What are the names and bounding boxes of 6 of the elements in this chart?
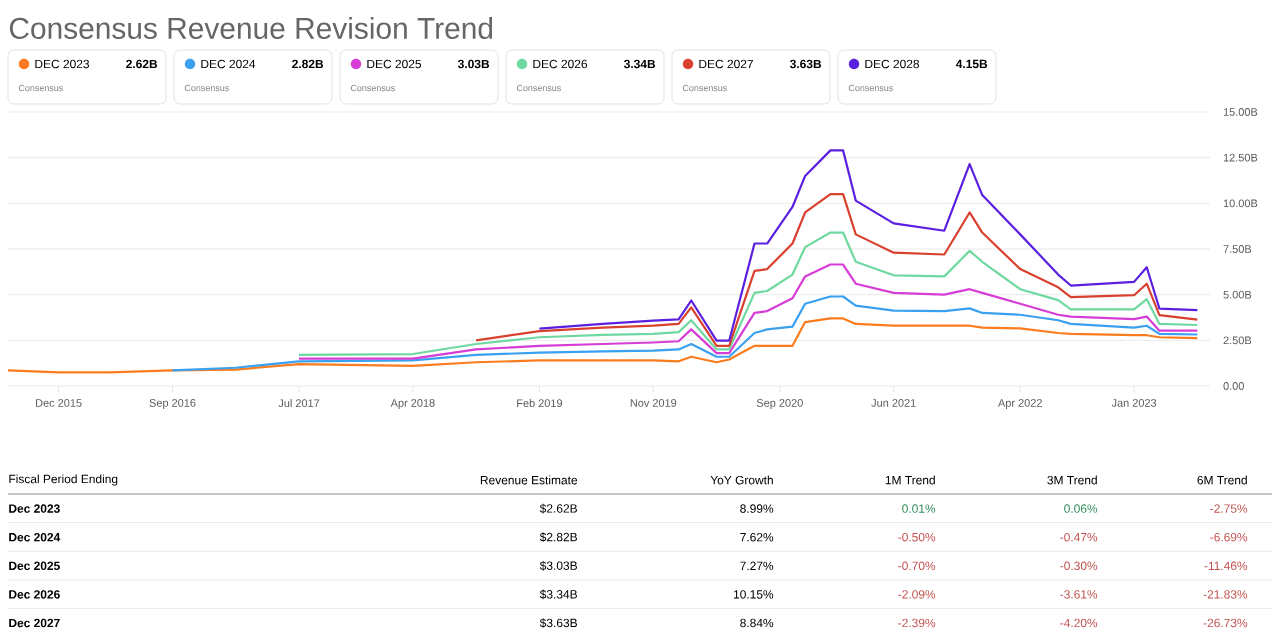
line-series [297,263,1199,360]
line-series [538,149,1199,342]
line-series [297,231,1199,357]
line-series [171,295,1199,372]
chart-title: Consensus Revenue Revision Trend [9,17,493,39]
line-series [475,193,1199,347]
